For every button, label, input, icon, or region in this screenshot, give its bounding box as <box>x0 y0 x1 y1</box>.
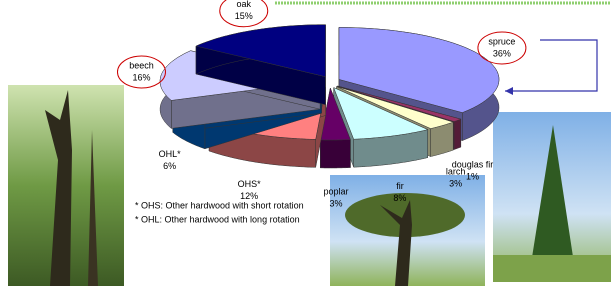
value-label: 12% <box>240 191 258 201</box>
value-label: 6% <box>163 161 176 171</box>
value-label: 3% <box>329 198 342 208</box>
slice-label: OHL* <box>159 149 182 159</box>
footnote: * OHS: Other hardwood with short rotatio… <box>135 200 304 210</box>
slice-label: larch <box>446 166 466 176</box>
slice-label: OHS* <box>238 179 262 189</box>
value-label: 3% <box>449 178 462 188</box>
arrow <box>505 40 597 91</box>
value-label: 8% <box>393 193 406 203</box>
value-label: 36% <box>493 48 511 58</box>
slice-label: fir <box>396 181 404 191</box>
slice-label: beech <box>129 60 154 70</box>
arrow-head <box>505 87 513 95</box>
photo-center <box>330 175 485 286</box>
photo-left <box>8 85 124 286</box>
slice-side <box>320 140 350 168</box>
slice-label: oak <box>236 0 251 9</box>
chart: * OHS: Other hardwood with short rotatio… <box>0 0 611 286</box>
photo-right <box>493 112 611 282</box>
footnote: * OHL: Other hardwood with long rotation <box>135 214 300 224</box>
slice-label: spruce <box>488 36 515 46</box>
slice-side <box>454 119 461 150</box>
value-label: 16% <box>132 72 150 82</box>
value-label: 1% <box>466 171 479 181</box>
slice-label: poplar <box>323 186 348 196</box>
value-label: 15% <box>235 11 253 21</box>
